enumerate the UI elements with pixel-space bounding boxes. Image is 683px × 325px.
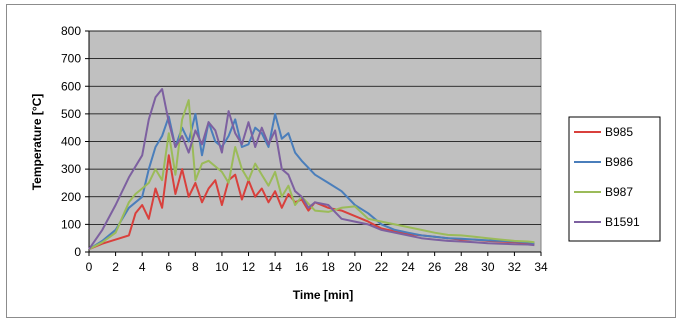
x-tick-label: 32 xyxy=(508,260,522,274)
legend-label-b986: B986 xyxy=(605,155,633,169)
x-tick-label: 6 xyxy=(165,260,172,274)
x-tick-label: 28 xyxy=(455,260,469,274)
x-tick-label: 24 xyxy=(401,260,415,274)
x-tick-label: 10 xyxy=(215,260,229,274)
x-tick-label: 14 xyxy=(268,260,282,274)
legend-label-b985: B985 xyxy=(605,125,633,139)
x-tick-label: 4 xyxy=(139,260,146,274)
x-tick-label: 12 xyxy=(242,260,256,274)
x-tick-label: 34 xyxy=(534,260,548,274)
y-tick-label: 700 xyxy=(61,52,81,66)
y-tick-label: 200 xyxy=(61,190,81,204)
x-tick-label: 0 xyxy=(86,260,93,274)
legend-label-b987: B987 xyxy=(605,185,633,199)
legend-box xyxy=(568,116,661,242)
y-axis-title: Temperature [°C] xyxy=(30,94,44,191)
legend-label-b1591: B1591 xyxy=(605,215,640,229)
series-line-b986 xyxy=(88,112,535,251)
y-tick-label: 500 xyxy=(61,107,81,121)
series-line-b1591 xyxy=(88,88,535,250)
x-tick-label: 20 xyxy=(348,260,362,274)
y-tick-label: 0 xyxy=(74,245,81,259)
y-tick-label: 100 xyxy=(61,217,81,231)
y-tick-label: 400 xyxy=(61,135,81,149)
y-tick-label: 600 xyxy=(61,79,81,93)
x-tick-label: 16 xyxy=(295,260,309,274)
x-tick-label: 26 xyxy=(428,260,442,274)
x-tick-label: 2 xyxy=(112,260,119,274)
y-tick-label: 300 xyxy=(61,162,81,176)
series-line-b987 xyxy=(88,99,535,251)
x-tick-label: 18 xyxy=(322,260,336,274)
y-tick-label: 800 xyxy=(61,24,81,38)
x-axis-title: Time [min] xyxy=(293,288,353,302)
x-tick-label: 8 xyxy=(192,260,199,274)
x-tick-label: 22 xyxy=(375,260,389,274)
x-tick-label: 30 xyxy=(481,260,495,274)
